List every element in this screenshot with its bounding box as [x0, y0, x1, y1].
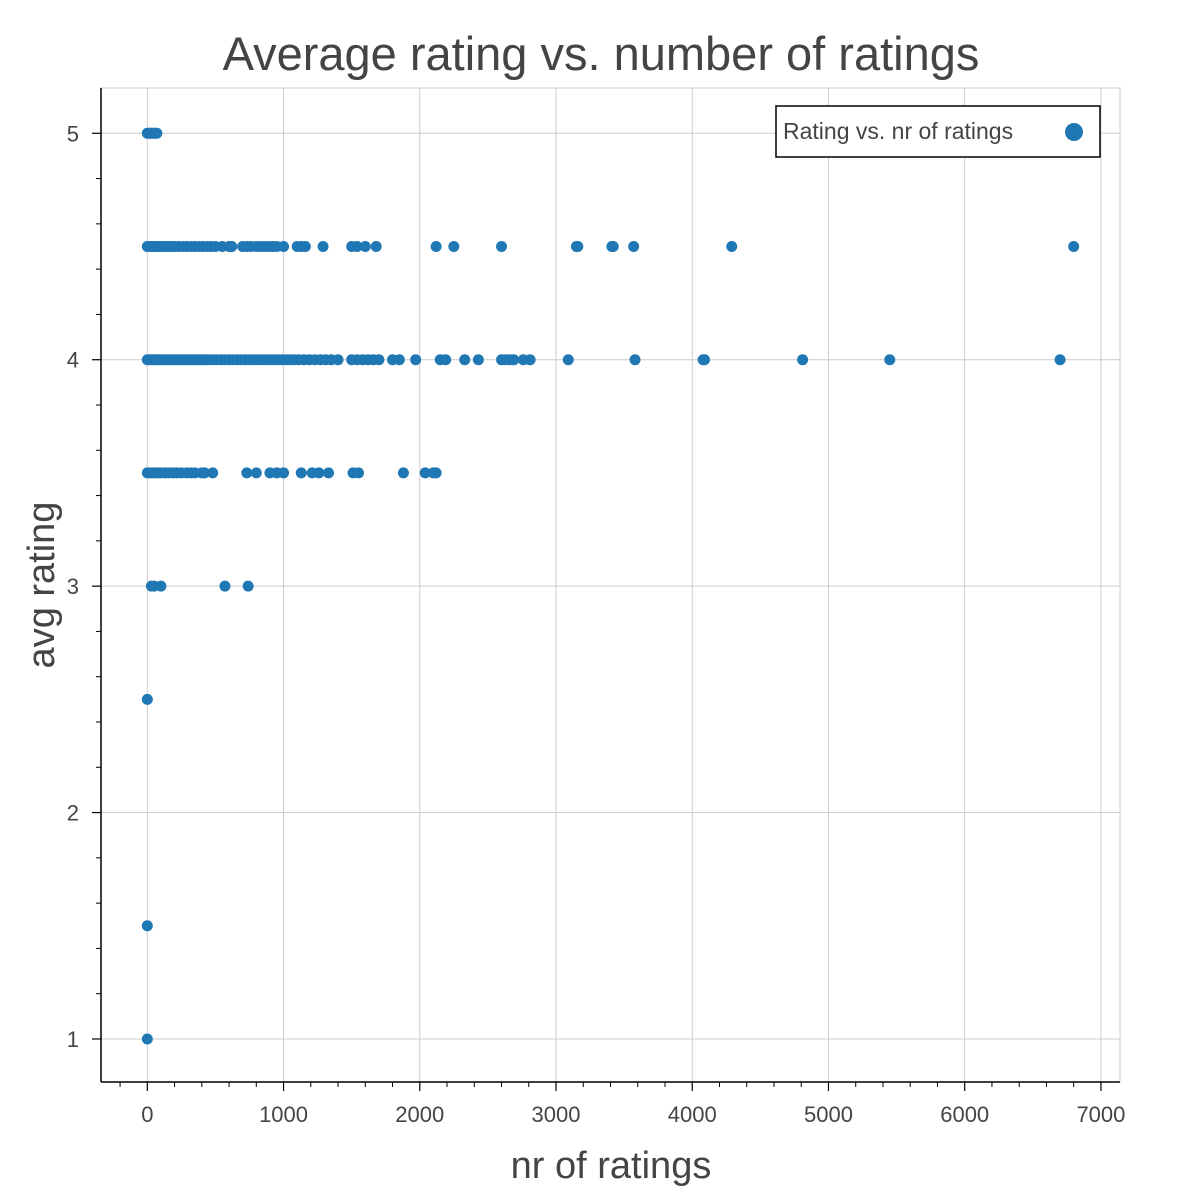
y-tick-label: 2	[67, 801, 79, 826]
y-tick-label: 5	[67, 121, 79, 146]
data-point	[323, 467, 335, 479]
data-point	[562, 354, 574, 366]
x-tick-label: 4000	[668, 1102, 717, 1127]
x-tick-label: 2000	[395, 1102, 444, 1127]
data-point	[151, 127, 163, 139]
data-point	[141, 1033, 153, 1045]
data-point	[524, 354, 536, 366]
data-point	[797, 354, 809, 366]
data-point	[278, 467, 290, 479]
legend-marker	[1065, 123, 1083, 141]
data-point	[397, 467, 409, 479]
data-point	[155, 580, 167, 592]
data-point	[299, 240, 311, 252]
data-point	[459, 354, 471, 366]
data-point	[430, 467, 442, 479]
data-point	[242, 580, 254, 592]
y-axis-label: avg rating	[21, 502, 63, 669]
data-point	[370, 240, 382, 252]
x-tick-label: 0	[141, 1102, 153, 1127]
data-point	[373, 354, 385, 366]
data-point	[226, 240, 238, 252]
data-point	[628, 240, 640, 252]
data-point	[448, 240, 460, 252]
axes: 0 1000 2000 3000 4000 5000 6000 7000 1 2 3 4 5	[67, 88, 1125, 1127]
data-point	[241, 467, 253, 479]
x-tick-label: 7000	[1076, 1102, 1125, 1127]
chart-title: Average rating vs. number of ratings	[223, 27, 980, 80]
data-point	[219, 580, 231, 592]
data-point	[351, 240, 363, 252]
data-point	[295, 467, 307, 479]
data-point	[629, 354, 641, 366]
legend-label: Rating vs. nr of ratings	[783, 118, 1013, 144]
data-point	[419, 467, 431, 479]
data-point	[572, 240, 584, 252]
data-point	[393, 354, 405, 366]
data-point	[332, 354, 344, 366]
x-axis-label: nr of ratings	[511, 1145, 712, 1187]
data-point	[1068, 240, 1080, 252]
data-point	[726, 240, 738, 252]
data-point	[278, 240, 290, 252]
data-point	[496, 240, 508, 252]
y-tick-label: 4	[67, 348, 79, 373]
data-point	[698, 354, 710, 366]
data-point	[352, 467, 364, 479]
y-tick-label: 3	[67, 574, 79, 599]
data-point	[313, 467, 325, 479]
data-point	[1054, 354, 1066, 366]
data-point	[430, 240, 442, 252]
data-point	[410, 354, 422, 366]
data-point	[199, 467, 211, 479]
data-point	[607, 240, 619, 252]
grid-lines	[100, 87, 1121, 1083]
plot-frame	[100, 87, 1121, 1083]
data-point	[207, 467, 219, 479]
x-tick-label: 5000	[804, 1102, 853, 1127]
y-tick-label: 1	[67, 1027, 79, 1052]
data-point	[317, 240, 329, 252]
data-point	[359, 240, 371, 252]
x-tick-label: 6000	[940, 1102, 989, 1127]
data-point	[141, 693, 153, 705]
data-point	[440, 354, 452, 366]
x-tick-label: 1000	[259, 1102, 308, 1127]
legend-box	[775, 105, 1101, 158]
data-point	[472, 354, 484, 366]
data-point	[508, 354, 520, 366]
data-points	[141, 127, 1080, 1045]
data-point	[250, 467, 262, 479]
data-point	[884, 354, 896, 366]
legend: Rating vs. nr of ratings	[775, 105, 1101, 158]
data-point	[141, 920, 153, 932]
x-tick-label: 3000	[532, 1102, 581, 1127]
